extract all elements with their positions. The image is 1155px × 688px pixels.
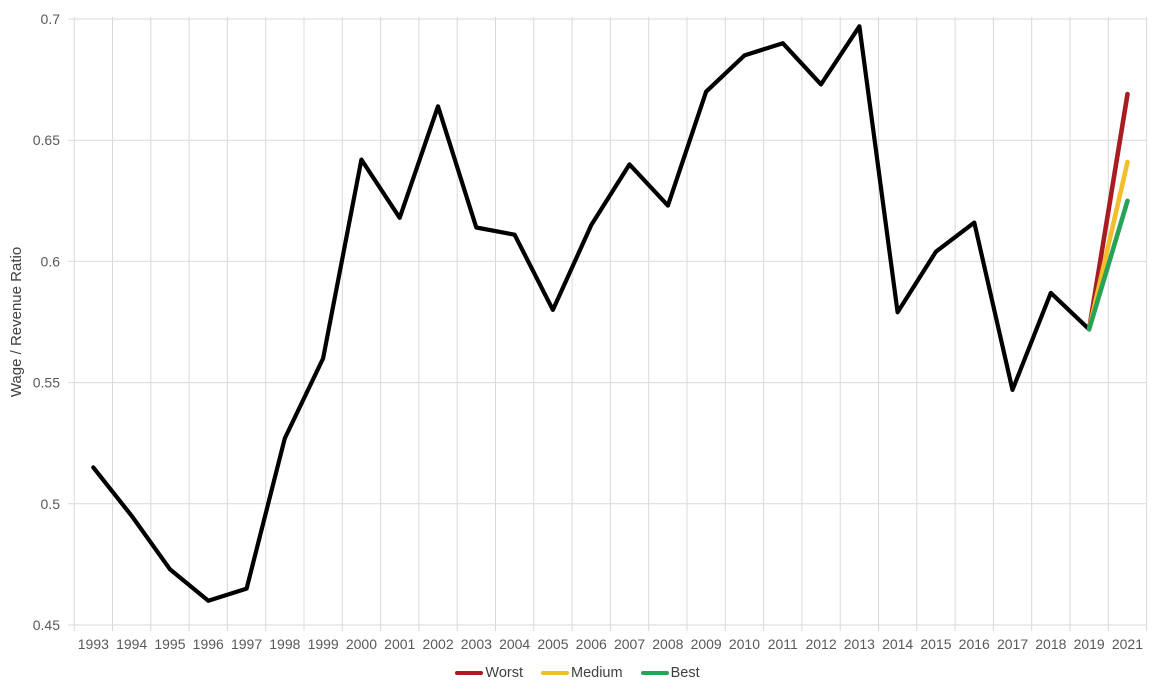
x-tick-label: 1997 bbox=[231, 636, 262, 652]
x-tick-label: 2008 bbox=[652, 636, 683, 652]
y-tick-label: 0.65 bbox=[33, 132, 60, 148]
x-tick-label: 2021 bbox=[1112, 636, 1143, 652]
x-tick-label: 2002 bbox=[422, 636, 453, 652]
y-tick-label: 0.5 bbox=[41, 496, 61, 512]
x-tick-label: 2018 bbox=[1035, 636, 1066, 652]
series-line-best bbox=[1086, 198, 1130, 332]
x-tick-label: 2015 bbox=[920, 636, 951, 652]
legend-swatch-medium bbox=[541, 670, 569, 676]
x-tick-label: 1995 bbox=[154, 636, 185, 652]
x-tick-label: 2005 bbox=[537, 636, 568, 652]
x-tick-label: 2009 bbox=[691, 636, 722, 652]
x-tick-label: 2013 bbox=[844, 636, 875, 652]
legend-swatch-best bbox=[640, 670, 669, 676]
x-tick-label: 2016 bbox=[959, 636, 990, 652]
x-tick-label: 1999 bbox=[308, 636, 339, 652]
y-tick-label: 0.45 bbox=[33, 617, 60, 633]
x-tick-label: 2006 bbox=[576, 636, 607, 652]
chart-legend: Worst Medium Best bbox=[0, 661, 1155, 685]
x-tick-label: 2012 bbox=[805, 636, 836, 652]
x-tick-label: 2011 bbox=[768, 636, 798, 652]
legend-label-worst: Worst bbox=[485, 664, 523, 681]
x-tick-label: 1996 bbox=[193, 636, 224, 652]
x-tick-label: 2007 bbox=[614, 636, 645, 652]
series-line-worst bbox=[1086, 91, 1130, 332]
legend-item-medium: Medium bbox=[541, 666, 623, 681]
x-tick-label: 1994 bbox=[116, 636, 147, 652]
x-tick-label: 2001 bbox=[384, 636, 415, 652]
series-line-history bbox=[91, 24, 1092, 603]
legend-item-best: Best bbox=[640, 664, 700, 681]
x-tick-label: 2000 bbox=[346, 636, 377, 652]
legend-item-worst: Worst bbox=[455, 666, 523, 681]
legend-swatch-worst bbox=[455, 670, 484, 676]
y-tick-label: 0.7 bbox=[41, 11, 61, 27]
y-axis-title-text: Wage / Revenue Ratio bbox=[8, 246, 25, 398]
x-tick-label: 1998 bbox=[269, 636, 300, 652]
x-tick-label: 2017 bbox=[997, 636, 1028, 652]
legend-label-medium: Medium bbox=[571, 664, 623, 681]
x-tick-label: 2003 bbox=[461, 636, 492, 652]
x-tick-label: 2010 bbox=[729, 636, 760, 652]
x-tick-label: 2019 bbox=[1074, 636, 1105, 652]
x-tick-label: 2004 bbox=[499, 636, 530, 652]
x-tick-label: 1993 bbox=[78, 636, 109, 652]
legend-label-best: Best bbox=[670, 664, 700, 681]
y-tick-label: 0.6 bbox=[41, 253, 61, 269]
x-tick-label: 2014 bbox=[882, 636, 913, 652]
y-tick-label: 0.55 bbox=[33, 375, 60, 391]
